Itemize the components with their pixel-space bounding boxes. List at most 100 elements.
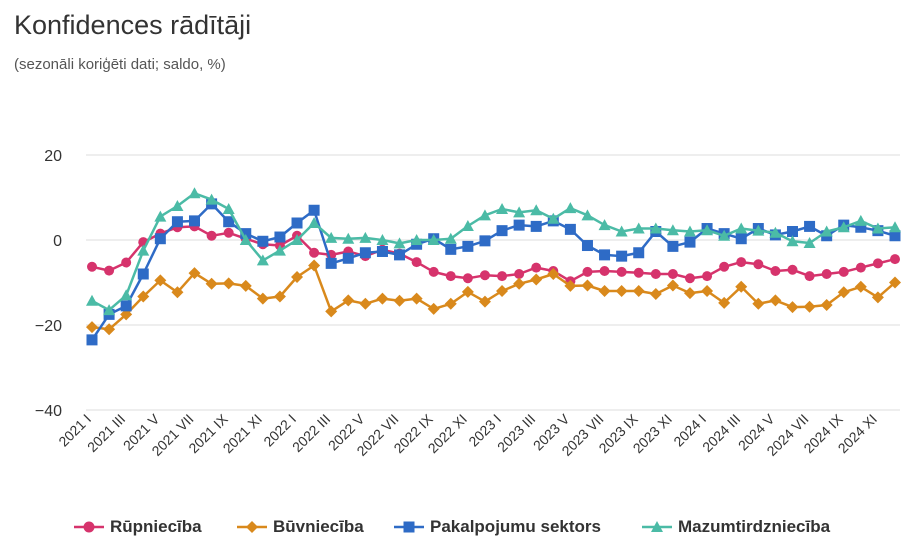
data-point bbox=[394, 249, 406, 261]
legend-item[interactable]: Pakalpojumu sektors bbox=[392, 512, 601, 542]
data-point bbox=[359, 247, 371, 259]
data-point bbox=[837, 286, 850, 299]
data-point bbox=[547, 212, 560, 224]
data-point bbox=[462, 273, 473, 284]
data-point bbox=[359, 297, 372, 310]
x-tick-label: 2021 XI bbox=[220, 411, 265, 456]
data-point bbox=[666, 224, 679, 236]
page-subtitle: (sezonāli koriģēti dati; saldo, %) bbox=[14, 56, 226, 73]
data-point bbox=[342, 252, 354, 264]
data-point bbox=[530, 204, 543, 216]
data-point bbox=[86, 321, 98, 334]
data-point bbox=[513, 206, 526, 218]
data-point bbox=[598, 219, 611, 231]
data-point bbox=[821, 269, 832, 279]
data-point bbox=[564, 223, 576, 235]
data-point bbox=[530, 220, 542, 232]
data-point bbox=[769, 226, 782, 238]
data-point bbox=[410, 292, 423, 305]
data-point bbox=[649, 222, 662, 234]
data-point bbox=[855, 221, 867, 233]
data-point bbox=[478, 295, 491, 308]
data-point bbox=[309, 247, 320, 258]
data-point bbox=[376, 292, 389, 305]
data-point bbox=[820, 299, 833, 312]
legend-label: Mazumtirdzniecība bbox=[678, 517, 831, 536]
data-point bbox=[718, 296, 731, 309]
data-point bbox=[240, 228, 252, 240]
data-point bbox=[684, 273, 695, 284]
data-point bbox=[786, 235, 799, 247]
data-point bbox=[837, 221, 850, 233]
x-tick-label: 2023 III bbox=[494, 411, 538, 455]
data-point bbox=[359, 231, 372, 243]
data-point bbox=[786, 226, 798, 237]
data-point bbox=[889, 276, 901, 289]
data-point bbox=[273, 290, 286, 303]
data-point bbox=[702, 271, 713, 282]
data-point bbox=[855, 262, 866, 273]
legend-item[interactable]: Mazumtirdzniecība bbox=[640, 512, 830, 542]
data-point bbox=[615, 285, 628, 297]
x-tick-label: 2024 III bbox=[699, 411, 743, 455]
data-point bbox=[803, 236, 816, 248]
data-point bbox=[428, 266, 439, 277]
data-point bbox=[718, 229, 731, 241]
data-point bbox=[650, 269, 661, 279]
x-tick-label: 2022 III bbox=[289, 411, 333, 455]
data-point bbox=[291, 217, 303, 229]
data-point bbox=[632, 285, 645, 297]
data-point bbox=[325, 305, 338, 318]
data-point bbox=[804, 220, 816, 232]
data-point bbox=[205, 277, 218, 290]
data-point bbox=[496, 202, 509, 214]
data-point bbox=[206, 230, 217, 241]
x-tick-label: 2021 III bbox=[84, 411, 128, 455]
data-point bbox=[427, 234, 440, 245]
data-point bbox=[616, 266, 627, 277]
legend-item[interactable]: Būvniecība bbox=[235, 512, 364, 542]
data-point bbox=[564, 202, 577, 214]
data-point bbox=[752, 297, 765, 310]
data-point bbox=[479, 235, 491, 247]
data-point bbox=[479, 270, 490, 281]
data-point bbox=[325, 257, 337, 269]
data-point bbox=[581, 240, 593, 252]
x-tick-label: 2023 XI bbox=[630, 411, 675, 456]
data-point bbox=[256, 254, 269, 266]
data-point bbox=[632, 222, 645, 234]
data-point bbox=[599, 266, 610, 277]
data-point bbox=[890, 254, 900, 265]
data-point bbox=[137, 268, 149, 280]
data-point bbox=[496, 225, 508, 237]
data-point bbox=[889, 221, 901, 233]
data-point bbox=[171, 200, 184, 211]
data-point bbox=[308, 259, 321, 272]
legend-symbol bbox=[237, 521, 267, 533]
data-point bbox=[273, 244, 286, 256]
data-point bbox=[770, 266, 781, 277]
data-point bbox=[86, 294, 98, 306]
data-point bbox=[445, 271, 456, 282]
data-point bbox=[753, 259, 764, 270]
data-point bbox=[445, 243, 457, 255]
data-point bbox=[188, 187, 201, 199]
data-point bbox=[103, 323, 116, 336]
data-point bbox=[581, 279, 594, 292]
data-point bbox=[735, 222, 748, 234]
data-point bbox=[667, 240, 679, 252]
data-point bbox=[137, 244, 150, 256]
data-point bbox=[871, 222, 884, 234]
data-point bbox=[461, 219, 474, 231]
data-point bbox=[599, 249, 611, 261]
data-point bbox=[342, 232, 355, 244]
legend-item[interactable]: Rūpniecība bbox=[72, 512, 202, 542]
data-point bbox=[291, 234, 304, 245]
data-point bbox=[478, 209, 491, 221]
data-point bbox=[120, 289, 133, 301]
legend-symbol bbox=[74, 521, 104, 533]
data-point bbox=[120, 300, 132, 312]
legend-label: Pakalpojumu sektors bbox=[430, 517, 602, 536]
data-point bbox=[376, 234, 389, 245]
data-point bbox=[666, 279, 679, 292]
